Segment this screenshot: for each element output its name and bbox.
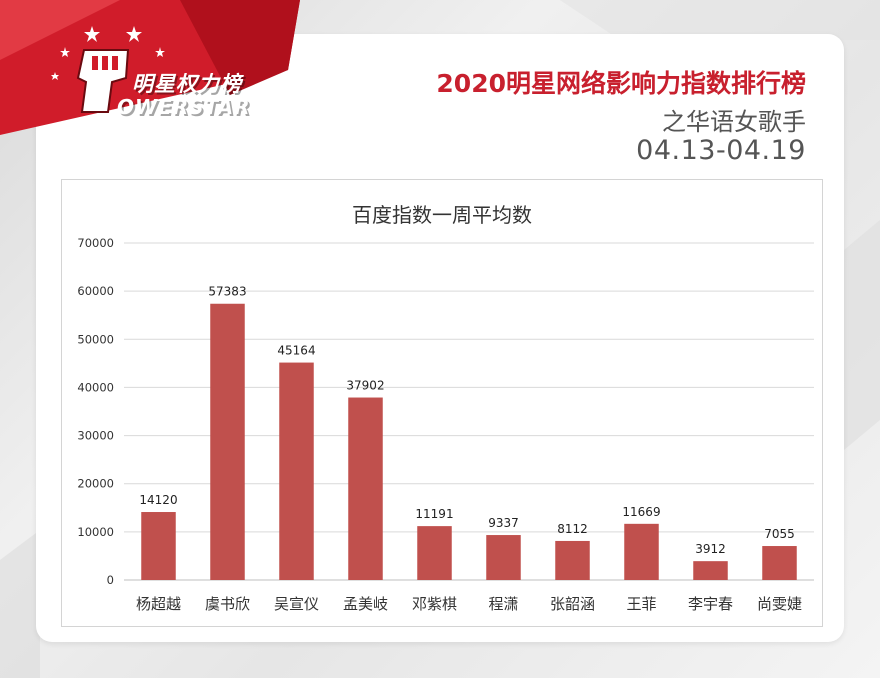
- x-tick-label: 李宇春: [688, 595, 733, 613]
- fist-logo-icon: [76, 49, 130, 113]
- logo-text-cn: 明星权力榜: [132, 72, 242, 96]
- star-icons: [51, 26, 165, 80]
- bar-王菲: [624, 523, 659, 580]
- data-label: 3912: [695, 542, 726, 556]
- logo-text-en: OWERSTAR: [117, 95, 251, 119]
- x-tick-label: 张韶涵: [550, 595, 595, 613]
- page-subtitle: 之华语女歌手: [662, 108, 806, 136]
- data-label: 9337: [488, 516, 519, 530]
- data-label: 11669: [622, 505, 660, 519]
- x-tick-label: 程潇: [488, 595, 518, 613]
- y-tick-label: 70000: [77, 236, 114, 250]
- page-title: 2020明星网络影响力指数排行榜: [436, 69, 806, 98]
- x-tick-label: 王菲: [626, 595, 656, 613]
- bar-虞书欣: [210, 303, 245, 580]
- data-label: 45164: [277, 344, 315, 358]
- x-tick-label: 吴宣仪: [274, 595, 319, 613]
- data-label: 57383: [208, 285, 246, 299]
- date-range: 04.13-04.19: [636, 135, 806, 166]
- y-tick-label: 0: [107, 573, 114, 587]
- data-label: 37902: [346, 379, 384, 393]
- chart-container: 百度指数一周平均数 0 10000 20000 30000 40000 50000 60000…: [61, 179, 823, 627]
- chart-title: 百度指数一周平均数: [352, 203, 532, 227]
- y-tick-label: 20000: [77, 477, 114, 491]
- bar-吴宣仪: [279, 362, 314, 580]
- bar-杨超越: [141, 512, 176, 580]
- y-tick-label: 50000: [77, 332, 114, 346]
- data-label: 11191: [415, 507, 453, 521]
- y-tick-label: 60000: [77, 284, 114, 298]
- bar-尚雯婕: [762, 546, 797, 580]
- bar-孟美岐: [348, 397, 383, 580]
- y-tick-label: 10000: [77, 525, 114, 539]
- y-tick-label: 40000: [77, 380, 114, 394]
- data-label: 14120: [139, 493, 177, 507]
- data-label: 8112: [557, 522, 588, 536]
- bar-张韶涵: [555, 540, 590, 580]
- data-label: 7055: [764, 527, 795, 541]
- bar-李宇春: [693, 561, 728, 580]
- x-tick-label: 杨超越: [136, 595, 181, 613]
- y-tick-label: 30000: [77, 429, 114, 443]
- x-tick-label: 邓紫棋: [412, 595, 457, 613]
- x-tick-label: 虞书欣: [205, 595, 250, 613]
- bar-chart: 百度指数一周平均数 0 10000 20000 30000 40000 50000 60000…: [77, 203, 814, 613]
- x-tick-label: 尚雯婕: [757, 595, 802, 613]
- bar-邓紫棋: [417, 526, 452, 580]
- logo-banner: [0, 0, 300, 135]
- bar-程潇: [486, 535, 521, 580]
- x-tick-label: 孟美岐: [343, 595, 388, 613]
